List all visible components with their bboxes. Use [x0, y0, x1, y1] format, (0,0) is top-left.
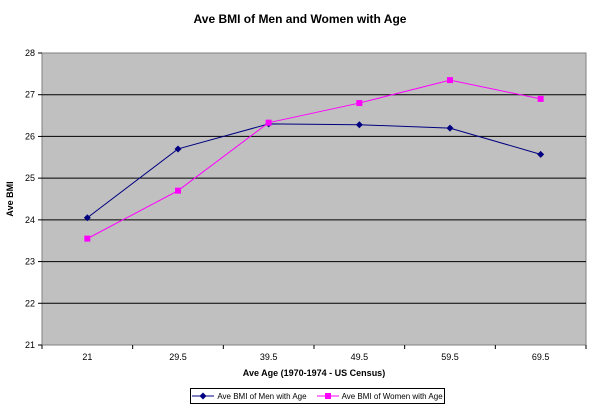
x-tick-label: 69.5 [532, 352, 550, 362]
plot-area [41, 52, 587, 346]
y-axis-ticks: 21 22 23 24 25 26 27 28 [25, 48, 42, 350]
legend-item: Ave BMI of Women with Age [316, 391, 443, 401]
data-point [446, 124, 454, 132]
data-point [265, 119, 272, 126]
x-tick-label: 29.5 [169, 352, 187, 362]
data-point [84, 235, 91, 242]
data-point [174, 145, 182, 153]
x-tick-label: 21 [82, 352, 92, 362]
x-tick-label: 59.5 [441, 352, 459, 362]
x-tick-label: 39.5 [260, 352, 278, 362]
data-point [537, 150, 545, 158]
y-tick-label: 21 [25, 340, 35, 350]
legend-item: Ave BMI of Men with Age [192, 391, 307, 401]
data-point [356, 100, 363, 107]
y-tick-label: 26 [25, 131, 35, 141]
x-tick-label: 49.5 [351, 352, 369, 362]
series-line-women [87, 79, 541, 240]
data-point [175, 187, 181, 194]
data-point [83, 214, 91, 222]
data-point [355, 121, 363, 129]
data-point [537, 95, 544, 102]
x-axis-title: Ave Age (1970-1974 - US Census) [243, 368, 385, 378]
grid-lines [42, 94, 586, 304]
series-line-men [87, 123, 541, 219]
legend-label: Ave BMI of Women with Age [341, 391, 443, 401]
legend: Ave BMI of Men with Age Ave BMI of Women … [190, 388, 445, 404]
data-point [447, 77, 453, 84]
y-tick-label: 24 [25, 215, 35, 225]
series-layer [83, 77, 545, 242]
legend-swatch [316, 393, 339, 399]
x-axis-ticks: 21 29.5 39.5 49.5 59.5 69.5 [41, 345, 587, 362]
chart-title: Ave BMI of Men and Women with Age [193, 12, 407, 26]
legend-swatch [192, 392, 215, 400]
y-tick-label: 22 [25, 298, 35, 308]
y-axis-title: Ave BMI [5, 181, 15, 216]
y-tick-label: 27 [25, 90, 35, 100]
y-tick-label: 25 [25, 173, 35, 183]
y-tick-label: 23 [25, 257, 35, 267]
y-tick-label: 28 [25, 48, 35, 58]
legend-label: Ave BMI of Men with Age [217, 391, 307, 401]
